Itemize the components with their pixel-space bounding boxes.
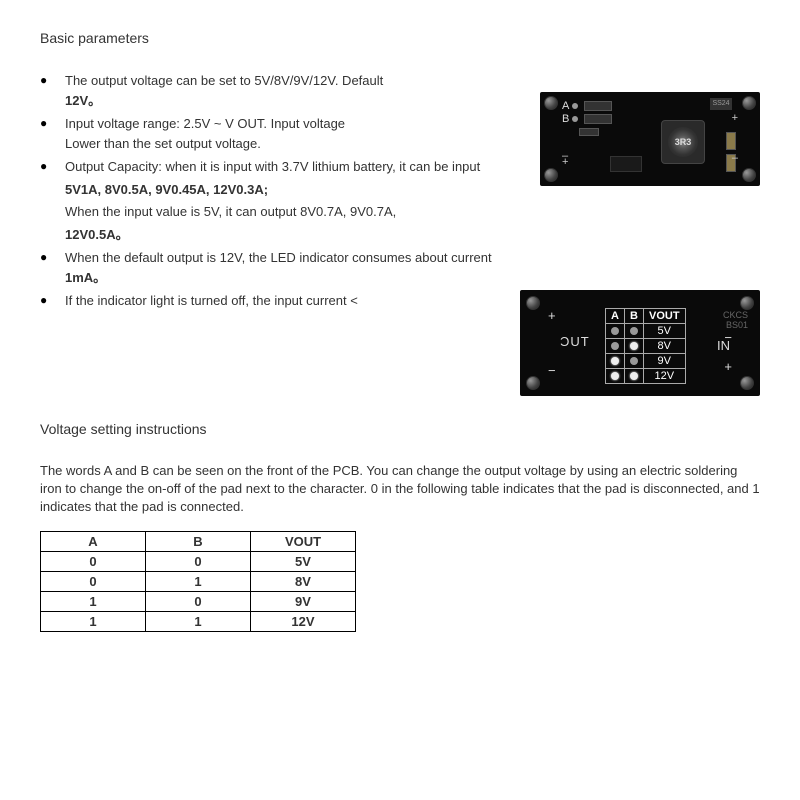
pcb-brand: CKCS BS01 <box>723 310 748 330</box>
td: 0 <box>41 572 146 592</box>
polarity-minus-icon: − <box>548 363 556 378</box>
list-item: If the indicator light is turned off, th… <box>40 291 520 311</box>
screw-icon <box>742 168 756 182</box>
list-item: The output voltage can be set to 5V/8V/9… <box>40 71 520 110</box>
voltage-setting-table: A B VOUT 0 0 5V 0 1 8V 1 0 9V 1 1 12V <box>40 531 356 632</box>
label-a: A <box>562 100 569 112</box>
vout-cell: 5V <box>644 324 686 339</box>
bullet-container: The output voltage can be set to 5V/8V/9… <box>40 71 520 311</box>
label-b: B <box>562 113 569 125</box>
table-row: 0 1 8V <box>41 572 356 592</box>
in-label: IN <box>717 338 730 353</box>
th: A <box>41 532 146 552</box>
bullet-sub: When the input value is 5V, it can outpu… <box>65 202 560 222</box>
td: 0 <box>41 552 146 572</box>
pcb-back-image: + − − + ƆUT IN CKCS BS01 A B VOUT 5V 8V … <box>520 290 760 396</box>
screw-icon <box>526 376 540 390</box>
vout-cell: 12V <box>644 369 686 384</box>
td: 1 <box>41 592 146 612</box>
basic-parameters-list: The output voltage can be set to 5V/8V/9… <box>40 71 520 311</box>
td: 9V <box>251 592 356 612</box>
bullet-text: Output Capacity: when it is input with 3… <box>65 159 480 174</box>
list-item: Input voltage range: 2.5V ~ V OUT. Input… <box>40 114 520 153</box>
table-row: A B VOUT <box>41 532 356 552</box>
screw-icon <box>526 296 540 310</box>
polarity-plus-icon: + <box>724 359 732 374</box>
out-label: ƆUT <box>560 334 590 349</box>
bullet-sub: 12V0.5A。 <box>65 225 560 245</box>
section-title-voltage: Voltage setting instructions <box>40 421 760 437</box>
bullet-sub: 5V1A, 8V0.5A, 9V0.45A, 12V0.3A; <box>65 180 560 200</box>
screw-icon <box>740 376 754 390</box>
vout-cell: 9V <box>644 354 686 369</box>
table-row: 0 0 5V <box>41 552 356 572</box>
table-row: 1 1 12V <box>41 612 356 632</box>
pcb-vout-table: A B VOUT 5V 8V 9V 12V <box>605 308 686 384</box>
th-vout: VOUT <box>644 309 686 324</box>
pcb-ab-labels: A B <box>562 100 612 139</box>
vout-cell: 8V <box>644 339 686 354</box>
td: 1 <box>146 572 251 592</box>
td: 12V <box>251 612 356 632</box>
inductor-icon: 3R3 <box>661 120 705 164</box>
screw-icon <box>740 296 754 310</box>
th-b: B <box>625 309 644 324</box>
screw-icon <box>544 96 558 110</box>
list-item: Output Capacity: when it is input with 3… <box>40 157 560 244</box>
bullet-sub: Lower than the set output voltage. <box>65 134 520 154</box>
brand-line: BS01 <box>723 320 748 330</box>
ic-chip-icon <box>610 156 642 172</box>
th-a: A <box>606 309 625 324</box>
td: 1 <box>41 612 146 632</box>
td: 0 <box>146 552 251 572</box>
polarity-minus-icon: – <box>732 152 738 164</box>
bullet-text: The output voltage can be set to 5V/8V/9… <box>65 73 383 88</box>
td: 1 <box>146 612 251 632</box>
bullet-sub: 12V。 <box>65 91 520 111</box>
td: 0 <box>146 592 251 612</box>
bullet-text: When the default output is 12V, the LED … <box>65 250 492 265</box>
diode-icon: SS24 <box>710 98 732 110</box>
capacitor-icon <box>726 132 736 150</box>
bullet-sub: 1mA。 <box>65 268 520 288</box>
brand-line: CKCS <box>723 310 748 320</box>
td: 8V <box>251 572 356 592</box>
th: B <box>146 532 251 552</box>
polarity-plus-icon: + <box>732 112 738 124</box>
th: VOUT <box>251 532 356 552</box>
table-row: 1 0 9V <box>41 592 356 612</box>
bullet-text: Input voltage range: 2.5V ~ V OUT. Input… <box>65 116 345 131</box>
list-item: When the default output is 12V, the LED … <box>40 248 520 287</box>
bullet-text: If the indicator light is turned off, th… <box>65 293 358 308</box>
instructions-paragraph: The words A and B can be seen on the fro… <box>40 462 760 517</box>
screw-icon <box>742 96 756 110</box>
screw-icon <box>544 168 558 182</box>
section-title-basic: Basic parameters <box>40 30 760 46</box>
polarity-plus-icon: + <box>548 308 556 323</box>
pcb-front-image: A B 3R3 SS24 + – + – <box>540 92 760 186</box>
polarity-minus-icon: – <box>562 150 568 162</box>
inductor-label: 3R3 <box>668 127 698 157</box>
td: 5V <box>251 552 356 572</box>
